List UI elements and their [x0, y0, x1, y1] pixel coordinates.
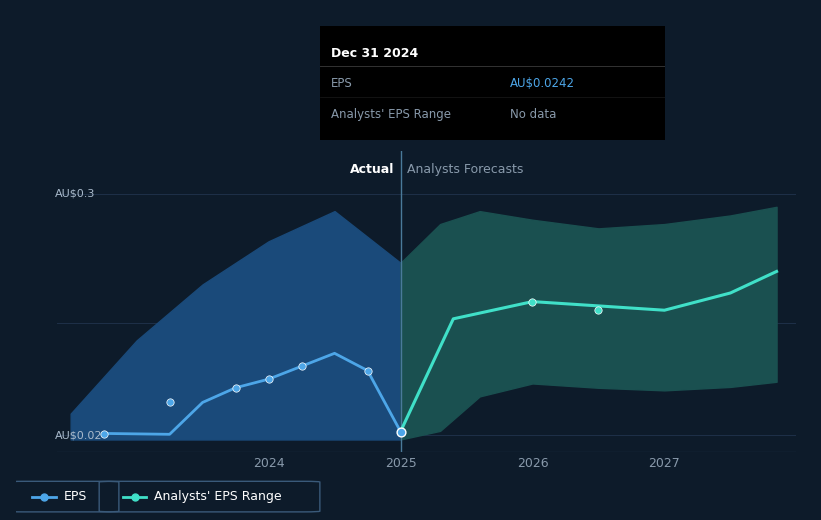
- Text: AU$0.02: AU$0.02: [55, 430, 103, 440]
- Text: AU$0.3: AU$0.3: [55, 189, 95, 199]
- Point: [654, 327, 667, 335]
- Text: EPS: EPS: [64, 490, 87, 503]
- Point: [262, 375, 275, 383]
- Point: [229, 384, 242, 392]
- Text: Analysts Forecasts: Analysts Forecasts: [407, 163, 524, 176]
- Point: [526, 297, 539, 306]
- Point: [163, 398, 177, 407]
- Text: No data: No data: [510, 108, 556, 121]
- Text: Actual: Actual: [350, 163, 394, 176]
- Text: EPS: EPS: [331, 77, 352, 90]
- Point: [361, 367, 374, 375]
- Text: Analysts' EPS Range: Analysts' EPS Range: [331, 108, 451, 121]
- Text: Dec 31 2024: Dec 31 2024: [331, 47, 418, 60]
- Point: [97, 430, 110, 438]
- Text: AU$0.0242: AU$0.0242: [510, 77, 575, 90]
- Point: [394, 427, 407, 436]
- Text: Analysts' EPS Range: Analysts' EPS Range: [154, 490, 282, 503]
- Point: [592, 306, 605, 315]
- Point: [295, 362, 308, 370]
- Point: [394, 427, 407, 436]
